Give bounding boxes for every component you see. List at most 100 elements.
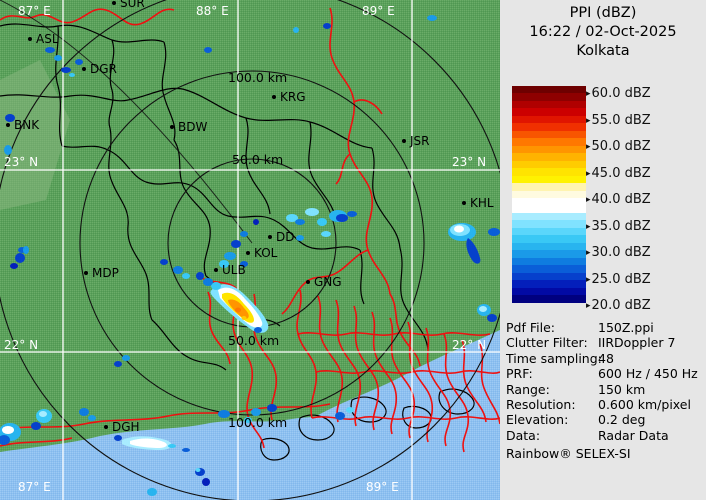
metadata-row: Resolution: 0.600 km/pixel xyxy=(506,397,706,412)
city-label-dgh: DGH xyxy=(112,420,140,434)
city-label-bdw: BDW xyxy=(178,120,208,134)
city-marker-dot xyxy=(214,268,218,272)
color-band-0 xyxy=(512,86,586,94)
admin-boundaries xyxy=(0,23,475,461)
city-label-dgr: DGR xyxy=(90,62,117,76)
color-band-22 xyxy=(512,250,586,258)
metadata-row: Clutter Filter: IIRDoppler 7 xyxy=(506,335,706,350)
city-marker-dot xyxy=(82,67,86,71)
color-band-16 xyxy=(512,205,586,213)
metadata-row: PRF: 600 Hz / 450 Hz xyxy=(506,366,706,381)
metadata-value: Radar Data xyxy=(598,427,669,443)
scale-label-8: ▸20.0 dBZ xyxy=(586,299,651,314)
lat-23-left: 23° N xyxy=(4,155,39,169)
city-marker-dot xyxy=(104,425,108,429)
convective-cell-khl xyxy=(448,223,500,264)
city-marker-dot xyxy=(112,1,116,5)
city-label-khl: KHL xyxy=(470,196,494,210)
color-band-28 xyxy=(512,295,586,303)
metadata-key: Range: xyxy=(506,381,550,397)
scale-tick-icon: ▸ xyxy=(586,168,591,179)
radar-echo-layer xyxy=(0,15,500,496)
city-label-bnk: BNK xyxy=(14,118,40,132)
color-band-14 xyxy=(512,190,586,199)
scale-tick-icon: ▸ xyxy=(586,195,591,206)
scale-label-7: ▸25.0 dBZ xyxy=(586,273,651,288)
city-marker-dot xyxy=(28,37,32,41)
product-title: PPI (dBZ) xyxy=(569,5,637,21)
city-label-asl: ASL xyxy=(36,32,59,46)
city-label-ulb: ULB xyxy=(222,263,246,277)
color-band-2 xyxy=(512,100,586,109)
scale-label-3: ▸45.0 dBZ xyxy=(586,167,651,182)
metadata-value: 0.2 deg xyxy=(598,412,646,428)
scale-label-text: 20.0 dBZ xyxy=(591,298,651,314)
metadata-row: Range: 150 km xyxy=(506,382,706,397)
color-band-3 xyxy=(512,108,586,116)
title-block: PPI (dBZ) 16:22 / 02-Oct-2025 Kolkata xyxy=(500,4,706,61)
lon-87-bottom: 87° E xyxy=(18,480,51,494)
vendor-brand: Rainbow® SELEX-SI xyxy=(506,446,631,462)
color-band-18 xyxy=(512,220,586,228)
metadata-key: Clutter Filter: xyxy=(506,335,588,351)
scale-label-text: 60.0 dBZ xyxy=(591,86,651,101)
info-side-panel: PPI (dBZ) 16:22 / 02-Oct-2025 Kolkata ▸6… xyxy=(500,0,706,500)
color-band-24 xyxy=(512,265,586,273)
city-marker-dot xyxy=(306,280,310,284)
color-band-15 xyxy=(512,198,586,206)
metadata-value: 150Z.ppi xyxy=(598,320,654,335)
metadata-row: Pdf File: 150Z.ppi xyxy=(506,320,706,335)
lat-22-left: 22° N xyxy=(4,338,39,352)
city-marker-dot xyxy=(6,123,10,127)
city-marker-dot xyxy=(84,271,88,275)
color-band-9 xyxy=(512,153,586,161)
lon-88-top: 88° E xyxy=(196,4,229,18)
metadata-key: Pdf File: xyxy=(506,320,555,335)
scale-label-text: 40.0 dBZ xyxy=(591,192,651,208)
city-label-dd: DD xyxy=(276,230,295,244)
scale-tick-icon: ▸ xyxy=(586,142,591,153)
metadata-key: Time sampling: xyxy=(506,350,602,366)
color-band-10 xyxy=(512,160,586,169)
scale-label-text: 55.0 dBZ xyxy=(591,112,651,128)
color-band-4 xyxy=(512,115,586,124)
lat-22-right: 22° N xyxy=(452,338,487,352)
lat-23-right: 23° N xyxy=(452,155,487,169)
radar-map-panel[interactable]: 87° E 88° E 89° E 23° N 23° N 22° N 22° N 87° E… xyxy=(0,0,500,500)
city-label-kol: KOL xyxy=(254,246,278,260)
metadata-value: 0.600 km/pixel xyxy=(598,397,691,413)
color-band-23 xyxy=(512,257,586,266)
color-band-20 xyxy=(512,235,586,243)
color-band-7 xyxy=(512,138,586,146)
ring-100-bottom: 100.0 km xyxy=(228,415,288,430)
scale-label-text: 50.0 dBZ xyxy=(591,139,651,155)
color-band-26 xyxy=(512,280,586,288)
scale-tick-icon: ▸ xyxy=(586,221,591,232)
dbz-scale-labels: ▸60.0 dBZ ▸55.0 dBZ ▸50.0 dBZ ▸45.0 dBZ ▸40.… xyxy=(586,76,704,312)
city-marker-dot xyxy=(268,235,272,239)
color-band-21 xyxy=(512,242,586,251)
station-name: Kolkata xyxy=(576,43,630,59)
radar-map-canvas[interactable] xyxy=(0,0,500,500)
city-label-sur: SUR xyxy=(120,0,145,10)
convective-cell-main xyxy=(196,272,269,333)
scale-label-0: ▸60.0 dBZ xyxy=(586,87,651,102)
scale-tick-icon: ▸ xyxy=(586,89,591,99)
scale-label-2: ▸50.0 dBZ xyxy=(586,140,651,155)
scan-datetime: 16:22 / 02-Oct-2025 xyxy=(529,24,677,40)
map-layers xyxy=(0,0,500,500)
scale-label-4: ▸40.0 dBZ xyxy=(586,193,651,208)
color-band-17 xyxy=(512,212,586,221)
dbz-color-scale xyxy=(512,86,586,303)
metadata-row: Elevation: 0.2 deg xyxy=(506,412,706,427)
metadata-value: 600 Hz / 450 Hz xyxy=(598,366,698,382)
city-label-krg: KRG xyxy=(280,90,306,104)
scale-label-text: 30.0 dBZ xyxy=(591,245,651,261)
color-band-11 xyxy=(512,168,586,176)
lon-87-top: 87° E xyxy=(18,4,51,18)
metadata-key: Resolution: xyxy=(506,397,576,413)
color-band-8 xyxy=(512,145,586,154)
metadata-key: Data: xyxy=(506,427,541,443)
lon-89-bottom: 89° E xyxy=(366,480,399,494)
